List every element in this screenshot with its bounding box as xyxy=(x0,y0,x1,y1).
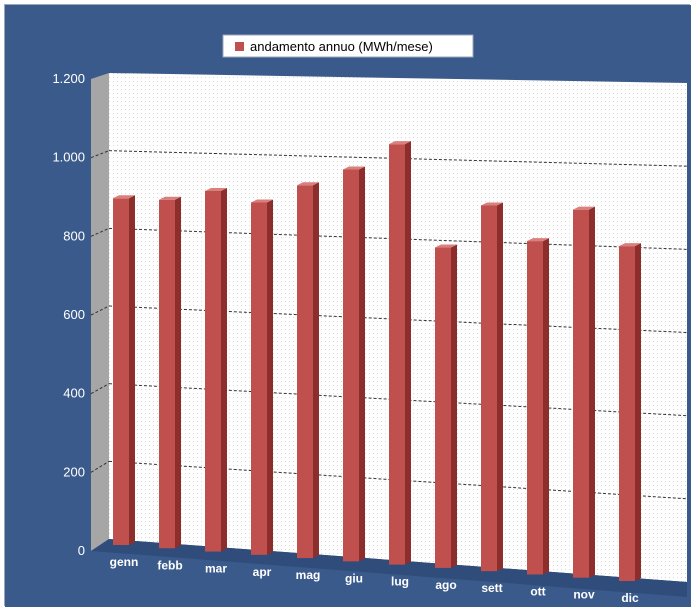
bar-side xyxy=(451,244,457,568)
x-category-label: mar xyxy=(205,562,227,576)
bar-side xyxy=(405,141,411,565)
bar-front xyxy=(205,190,221,552)
y-tick-label: 400 xyxy=(63,386,85,401)
bar-febb xyxy=(159,196,181,549)
bar-side xyxy=(221,187,227,552)
bar-side xyxy=(359,166,365,562)
bar-top xyxy=(205,187,227,191)
legend: andamento annuo (MWh/mese) xyxy=(222,34,474,58)
bar-lug xyxy=(389,141,411,565)
legend-box xyxy=(222,34,474,58)
x-category-label: mag xyxy=(296,568,321,582)
bar-giu xyxy=(343,166,365,562)
bar-front xyxy=(435,247,451,568)
bar-side xyxy=(543,238,549,575)
bar-top xyxy=(389,141,411,145)
side-gridline xyxy=(90,460,110,473)
bar-apr xyxy=(251,199,273,555)
bar-front xyxy=(343,169,359,562)
chart-floor xyxy=(91,539,687,597)
bar-front xyxy=(527,241,543,575)
x-category-label: giu xyxy=(345,571,363,585)
bar-side xyxy=(129,195,135,545)
side-wall xyxy=(91,73,109,551)
legend-swatch xyxy=(235,42,244,51)
bar-side xyxy=(313,182,319,559)
bar-front xyxy=(159,199,175,549)
chart-frame: 0 200 400 600 800 1.000 1.200 genn febb mar apr ma… xyxy=(4,4,691,607)
x-category-label: sett xyxy=(481,581,502,595)
bar-top xyxy=(297,182,319,186)
bar-front xyxy=(573,209,589,578)
legend-label: andamento annuo (MWh/mese) xyxy=(250,39,433,54)
bar-top xyxy=(435,244,457,248)
bar-nov xyxy=(573,206,595,578)
side-gridline xyxy=(90,150,110,159)
bar-sett xyxy=(481,202,503,572)
x-category-label: ott xyxy=(530,584,545,598)
bar-top xyxy=(113,195,135,199)
bar-ago xyxy=(435,244,457,568)
bar-side xyxy=(497,202,503,572)
bars xyxy=(113,141,641,581)
bar-mar xyxy=(205,187,227,552)
bar-ott xyxy=(527,238,549,575)
x-category-label: apr xyxy=(253,565,272,579)
x-category-label: nov xyxy=(573,588,595,602)
bar-front xyxy=(113,198,129,545)
x-category-label: febb xyxy=(157,558,182,572)
bar-genn xyxy=(113,195,135,545)
bar-front xyxy=(481,205,497,572)
x-category-label: dic xyxy=(621,591,639,605)
bar-side xyxy=(267,199,273,555)
bar-front xyxy=(297,185,313,559)
bar-front xyxy=(619,246,635,581)
x-category-label: genn xyxy=(110,555,139,569)
bar-top xyxy=(619,243,641,247)
y-tick-label: 800 xyxy=(63,228,85,243)
bar-side xyxy=(589,206,595,578)
y-tick-label: 0 xyxy=(78,543,85,558)
x-axis-category-labels: genn febb mar apr mag giu lug ago sett ott nov dic xyxy=(110,555,639,605)
y-tick-label: 1.000 xyxy=(52,150,85,165)
side-gridline xyxy=(90,227,110,237)
gridline xyxy=(108,150,688,167)
bar-top xyxy=(573,206,595,210)
bar-top xyxy=(159,196,181,200)
bar-front xyxy=(389,144,405,565)
y-tick-label: 600 xyxy=(63,307,85,322)
x-category-label: lug xyxy=(391,575,409,589)
side-gridline xyxy=(90,383,110,395)
y-tick-label: 200 xyxy=(63,464,85,479)
bar-chart: 0 200 400 600 800 1.000 1.200 genn febb mar apr ma… xyxy=(5,5,691,607)
bar-top xyxy=(343,166,365,170)
bar-mag xyxy=(297,182,319,559)
bar-dic xyxy=(619,243,641,581)
y-axis-tick-labels: 0 200 400 600 800 1.000 1.200 xyxy=(52,71,85,558)
bar-top xyxy=(527,238,549,242)
bar-side xyxy=(635,243,641,581)
bar-front xyxy=(251,202,267,555)
bar-side xyxy=(175,196,181,549)
side-gridline xyxy=(90,305,110,316)
bar-top xyxy=(481,202,503,206)
x-category-label: ago xyxy=(435,578,456,592)
y-tick-label: 1.200 xyxy=(52,71,85,86)
bar-top xyxy=(251,199,273,203)
